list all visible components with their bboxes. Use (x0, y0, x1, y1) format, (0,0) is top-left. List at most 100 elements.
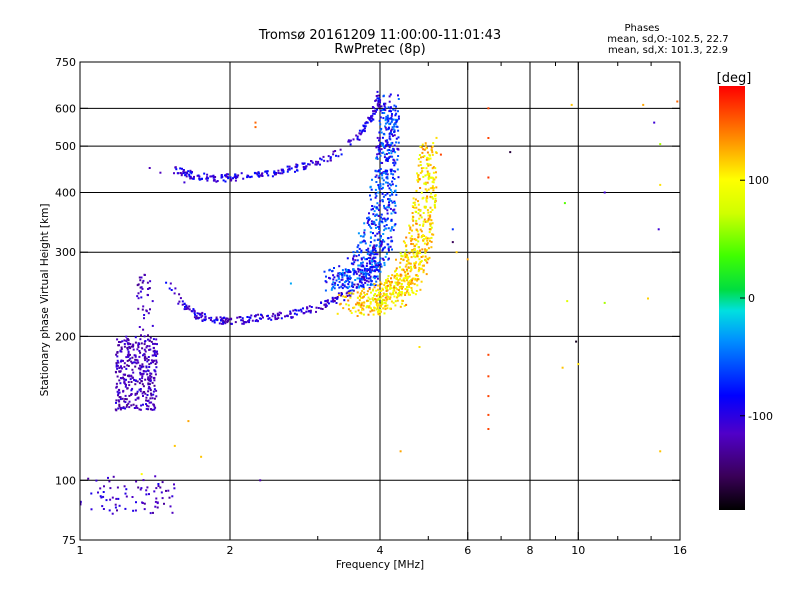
data-point-195 (156, 343, 158, 346)
data-point-468 (149, 308, 151, 311)
data-point-2441 (187, 420, 190, 423)
data-point-541 (326, 299, 329, 302)
data-point-1604 (387, 184, 390, 187)
data-point-1863 (421, 151, 424, 154)
data-point-845 (246, 174, 249, 177)
data-point-1098 (325, 281, 328, 284)
data-point-325 (139, 408, 142, 411)
data-point-1867 (396, 299, 399, 302)
data-point-50 (154, 500, 157, 503)
data-point-1524 (388, 117, 391, 120)
data-point-838 (179, 172, 182, 174)
data-point-814 (371, 117, 374, 120)
data-point-486 (241, 317, 244, 320)
data-point-1418 (383, 229, 386, 232)
data-point-1683 (373, 269, 376, 272)
data-point-84 (128, 345, 131, 348)
data-point-611 (249, 316, 252, 319)
y-tick-label-0: 75 (62, 534, 76, 547)
data-point-265 (145, 396, 148, 399)
data-point-17 (116, 486, 119, 489)
data-point-746 (319, 157, 322, 160)
data-point-714 (213, 319, 216, 322)
data-point-1696 (356, 259, 359, 262)
data-point-1931 (411, 212, 414, 214)
data-point-1706 (416, 172, 419, 175)
data-point-1125 (372, 232, 374, 235)
data-point-295 (117, 389, 120, 392)
data-point-1166 (370, 270, 373, 273)
data-point-542 (365, 265, 368, 267)
data-point-1943 (394, 286, 397, 289)
data-point-561 (225, 317, 228, 320)
data-point-1278 (376, 153, 379, 156)
data-point-271 (131, 368, 134, 371)
colorbar-tick-label-2: -100 (748, 410, 773, 423)
data-point-2004 (394, 304, 397, 307)
data-point-1872 (383, 281, 386, 284)
data-point-1037 (385, 157, 388, 160)
data-point-2 (95, 479, 98, 482)
data-point-2172 (417, 174, 420, 177)
data-point-2387 (347, 308, 350, 311)
data-point-1079 (360, 251, 363, 254)
data-point-2343 (366, 299, 369, 302)
data-point-405 (146, 373, 149, 376)
data-point-2315 (413, 283, 416, 286)
data-point-1459 (368, 212, 370, 215)
data-point-61 (156, 502, 159, 505)
data-point-981 (370, 116, 373, 119)
data-point-1086 (333, 276, 336, 279)
data-point-976 (234, 173, 237, 176)
data-point-1462 (377, 146, 380, 149)
data-point-1781 (420, 236, 423, 239)
data-point-2026 (363, 291, 366, 294)
data-point-930 (315, 160, 317, 163)
data-point-1970 (403, 277, 406, 280)
data-point-1047 (348, 275, 351, 278)
data-point-2364 (397, 279, 400, 282)
data-point-2245 (412, 197, 415, 200)
data-point-1643 (367, 272, 370, 275)
data-point-705 (169, 282, 172, 285)
data-point-427 (120, 346, 123, 349)
data-point-2199 (425, 236, 428, 239)
data-point-1396 (388, 152, 390, 155)
data-point-1979 (435, 136, 438, 139)
data-point-432 (149, 377, 152, 380)
data-point-1201 (354, 279, 357, 281)
data-point-2281 (368, 298, 371, 301)
data-point-1255 (388, 183, 391, 186)
data-point-737 (188, 305, 191, 308)
data-point-181 (132, 343, 135, 346)
data-point-1005 (379, 123, 382, 126)
data-point-960 (234, 175, 237, 178)
data-point-1682 (384, 102, 387, 105)
data-point-1412 (352, 263, 355, 266)
data-point-2178 (395, 291, 397, 294)
data-point-587 (374, 247, 377, 250)
data-point-1933 (408, 284, 410, 287)
data-point-1325 (384, 220, 387, 223)
data-point-1971 (407, 258, 410, 261)
data-point-1150 (362, 256, 365, 259)
data-point-614 (326, 301, 329, 304)
data-point-936 (339, 148, 342, 151)
data-point-2252 (376, 310, 379, 313)
data-point-1425 (370, 227, 373, 230)
data-point-47 (114, 503, 117, 506)
data-point-129 (147, 408, 149, 411)
data-point-438 (127, 339, 130, 342)
data-point-564 (183, 308, 186, 311)
data-point-799 (294, 165, 297, 168)
data-point-808 (368, 118, 371, 121)
data-point-1840 (417, 200, 419, 203)
data-point-2302 (378, 313, 381, 316)
data-point-2045 (433, 204, 436, 207)
data-point-1398 (354, 270, 357, 273)
data-point-1077 (346, 287, 349, 290)
data-point-681 (256, 320, 259, 323)
data-point-112 (119, 398, 122, 401)
data-point-1548 (375, 264, 378, 267)
data-point-1227 (381, 257, 384, 260)
